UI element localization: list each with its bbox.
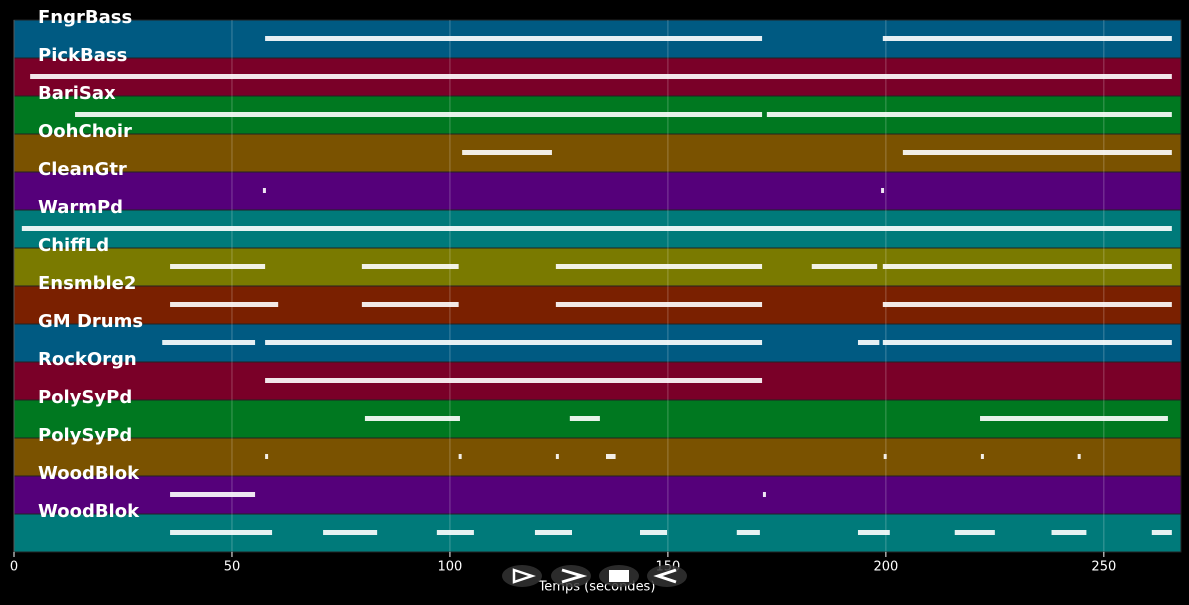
note-span <box>170 302 279 307</box>
track-name: PolySyPd <box>38 425 132 446</box>
note-span <box>262 188 266 193</box>
note-span <box>640 530 668 535</box>
x-tick-label: 0 <box>10 560 18 575</box>
note-span <box>762 492 766 497</box>
note-span <box>1151 530 1172 535</box>
note-span <box>265 36 763 41</box>
note-span <box>555 264 763 269</box>
note-span <box>361 264 459 269</box>
note-span <box>980 454 984 459</box>
forward-button[interactable] <box>551 565 591 587</box>
note-span <box>569 416 600 421</box>
track-name: GM Drums <box>38 311 143 332</box>
x-tick-label: 50 <box>224 560 241 575</box>
note-span <box>364 416 460 421</box>
note-span <box>265 454 269 459</box>
note-span <box>881 188 885 193</box>
note-span <box>882 36 1172 41</box>
note-span <box>462 150 552 155</box>
note-span <box>857 530 890 535</box>
note-span <box>555 302 763 307</box>
track-name: FngrBass <box>38 7 132 28</box>
note-span <box>30 74 1172 79</box>
note-span <box>811 264 878 269</box>
play-button[interactable] <box>502 565 542 587</box>
x-tick-label: 250 <box>1091 560 1116 575</box>
note-span <box>265 340 763 345</box>
note-span <box>75 112 763 117</box>
note-span <box>21 226 1172 231</box>
track-name: BariSax <box>38 83 116 104</box>
tracks <box>13 19 1182 553</box>
track-name: WarmPd <box>38 197 123 218</box>
track-band <box>13 475 1182 515</box>
track-name: RockOrgn <box>38 349 137 370</box>
note-span <box>162 340 256 345</box>
track-name: WoodBlok <box>38 463 140 484</box>
note-span <box>170 264 266 269</box>
x-tick-label: 100 <box>438 560 463 575</box>
note-span <box>555 454 559 459</box>
note-span <box>766 112 1172 117</box>
note-span <box>170 530 273 535</box>
note-span <box>883 454 887 459</box>
back-button[interactable] <box>647 565 687 587</box>
track-band <box>13 437 1182 477</box>
note-span <box>954 530 995 535</box>
track-name: PolySyPd <box>38 387 132 408</box>
track-name: CleanGtr <box>38 159 127 180</box>
note-span <box>323 530 378 535</box>
track-band <box>13 171 1182 211</box>
note-span <box>882 340 1172 345</box>
note-span <box>606 454 616 459</box>
note-span <box>436 530 474 535</box>
stop-button[interactable] <box>599 565 639 587</box>
x-tick-label: 200 <box>873 560 898 575</box>
note-span <box>534 530 572 535</box>
track-name: OohChoir <box>38 121 132 142</box>
note-span <box>857 340 880 345</box>
note-span <box>458 454 462 459</box>
note-span <box>736 530 760 535</box>
note-span <box>1077 454 1081 459</box>
note-span <box>170 492 256 497</box>
note-span <box>1051 530 1087 535</box>
playback-controls <box>502 565 687 587</box>
track-name: ChiffLd <box>38 235 109 256</box>
note-span <box>265 378 763 383</box>
note-span <box>361 302 459 307</box>
track-name: PickBass <box>38 45 127 66</box>
note-span <box>902 150 1172 155</box>
note-span <box>882 302 1172 307</box>
note-span <box>980 416 1168 421</box>
track-name: WoodBlok <box>38 501 140 522</box>
note-span <box>882 264 1172 269</box>
track-name: Ensmble2 <box>38 273 136 294</box>
